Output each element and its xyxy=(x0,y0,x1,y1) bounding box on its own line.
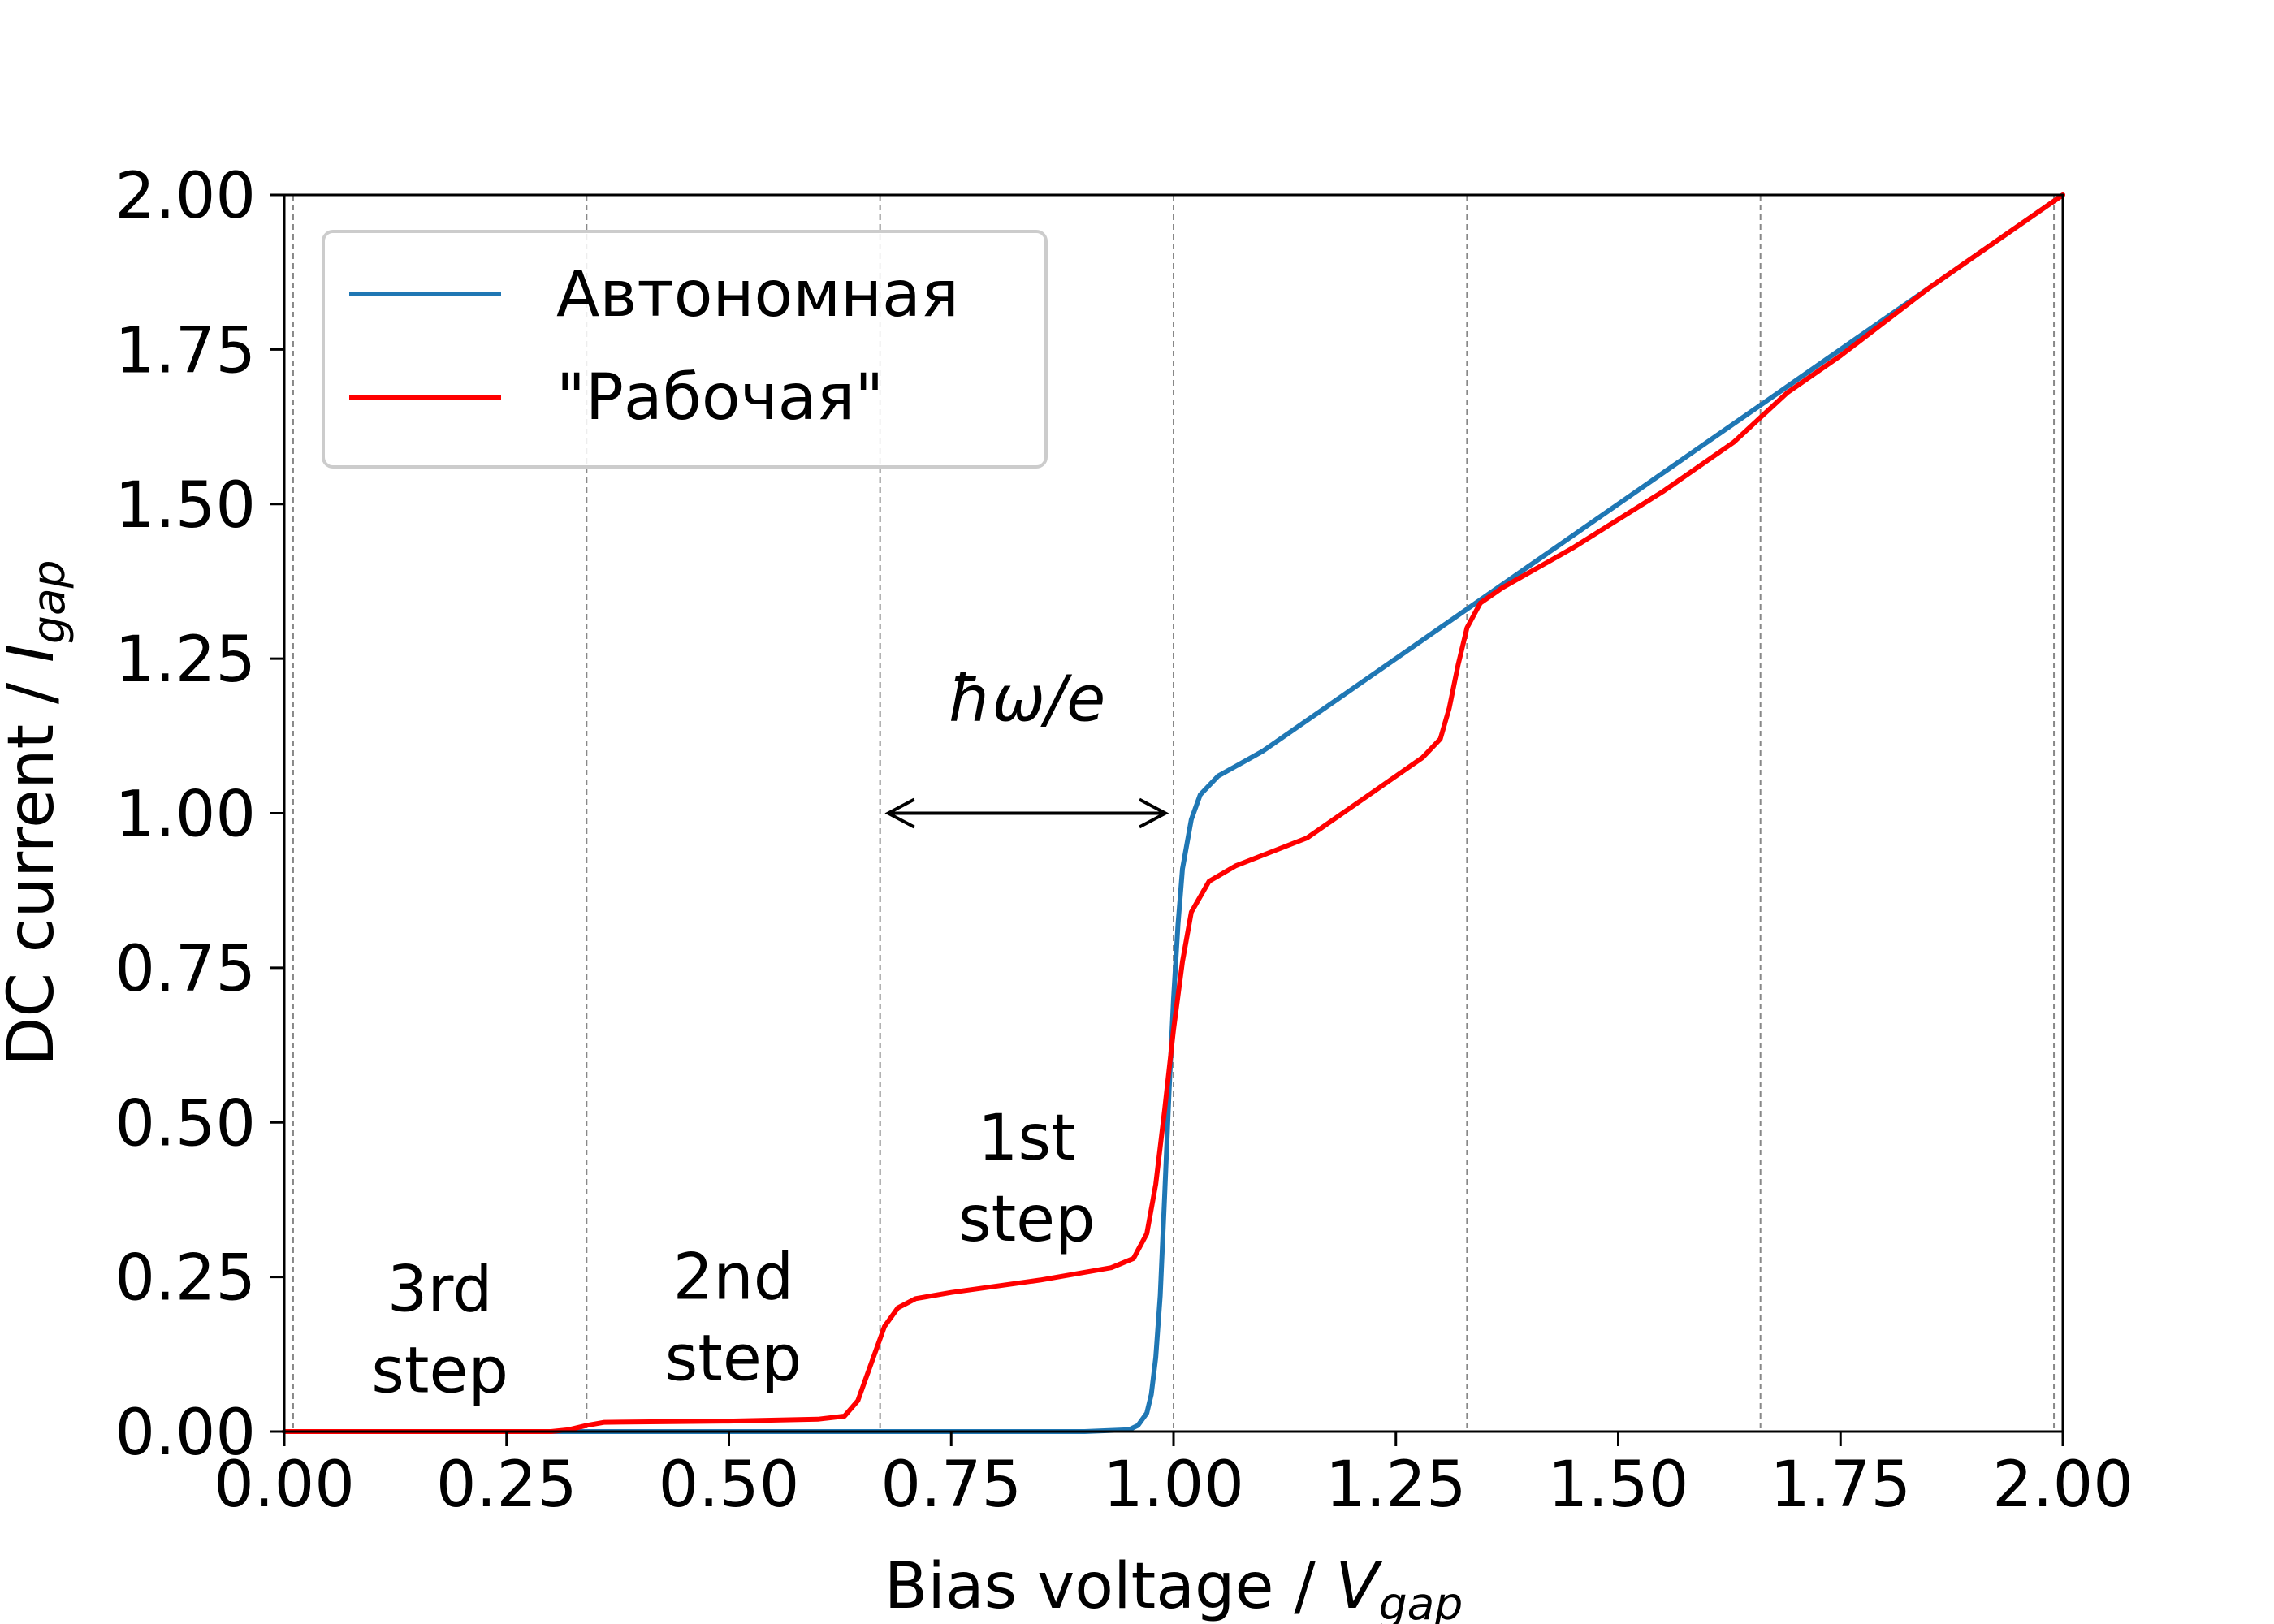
annotation-step1: 1st step xyxy=(958,1102,1096,1256)
annotation-step3: 3rd step xyxy=(371,1254,508,1408)
y-tick-label-1: 0.25 xyxy=(115,1242,256,1315)
x-tick-label-8: 2.00 xyxy=(1992,1449,2133,1522)
y-tick-label-8: 2.00 xyxy=(115,160,256,233)
legend-label-working: "Рабочая" xyxy=(556,361,884,434)
x-axis-label-symbol: V xyxy=(1335,1550,1382,1623)
x-tick-label-4: 1.00 xyxy=(1103,1449,1244,1522)
annotation-step3-line-0: 3rd xyxy=(387,1254,493,1327)
series-line-0 xyxy=(282,192,2065,1434)
y-axis-label-main: DC current / xyxy=(0,663,68,1066)
x-tick-label-3: 0.75 xyxy=(880,1449,1022,1522)
x-tick-label-7: 1.75 xyxy=(1770,1449,1911,1522)
y-tick-label-5: 1.25 xyxy=(115,624,256,697)
y-axis-label-subscript: gap xyxy=(23,559,75,644)
x-axis-label-main: Bias voltage / xyxy=(884,1550,1336,1623)
x-axis-label: Bias voltage / Vgap xyxy=(884,1550,1463,1624)
x-axis-label-subscript: gap xyxy=(1379,1578,1463,1624)
annotation-step2: 2nd step xyxy=(665,1241,802,1395)
legend-label-autonomous: Автономная xyxy=(556,258,959,331)
annotation-photon: ħω/e xyxy=(948,663,1105,736)
annotation-step1-line-0: 1st xyxy=(978,1102,1076,1175)
y-tick-label-3: 0.75 xyxy=(115,933,256,1006)
arrow-head-left xyxy=(884,797,915,829)
y-tick-label-6: 1.50 xyxy=(115,469,256,542)
axis-ticks: 0.00 0.25 0.50 0.75 1.00 1.25 1.50 1.75 2.00 0.00… xyxy=(115,160,2133,1522)
x-tick-label-1: 0.25 xyxy=(436,1449,577,1522)
series-layer xyxy=(282,192,2065,1434)
legend: Автономная "Рабочая" xyxy=(322,230,1048,469)
annotation-step2-line-0: 2nd xyxy=(673,1241,794,1314)
x-tick-label-0: 0.00 xyxy=(214,1449,355,1522)
annotation-step1-line-1: step xyxy=(958,1183,1096,1256)
annotation-step3-line-1: step xyxy=(371,1335,508,1408)
y-axis-label: DC current / Igap xyxy=(0,559,75,1065)
y-axis-label-symbol: I xyxy=(0,644,68,663)
y-tick-label-7: 1.75 xyxy=(115,314,256,387)
x-tick-label-2: 0.50 xyxy=(659,1449,800,1522)
legend-box xyxy=(322,230,1048,469)
vertical-reference-lines xyxy=(292,195,2056,1432)
x-tick-label-6: 1.50 xyxy=(1548,1449,1689,1522)
series-line-1 xyxy=(282,192,2065,1434)
y-tick-label-4: 1.00 xyxy=(115,779,256,852)
y-tick-label-0: 0.00 xyxy=(115,1397,256,1470)
y-tick-label-2: 0.50 xyxy=(115,1087,256,1160)
x-tick-label-5: 1.25 xyxy=(1325,1449,1467,1522)
annotation-step2-line-1: step xyxy=(665,1322,802,1395)
arrow-head-right xyxy=(1139,797,1169,829)
annotations: 3rd step 2nd step 1st step ħω/e xyxy=(371,663,1169,1408)
